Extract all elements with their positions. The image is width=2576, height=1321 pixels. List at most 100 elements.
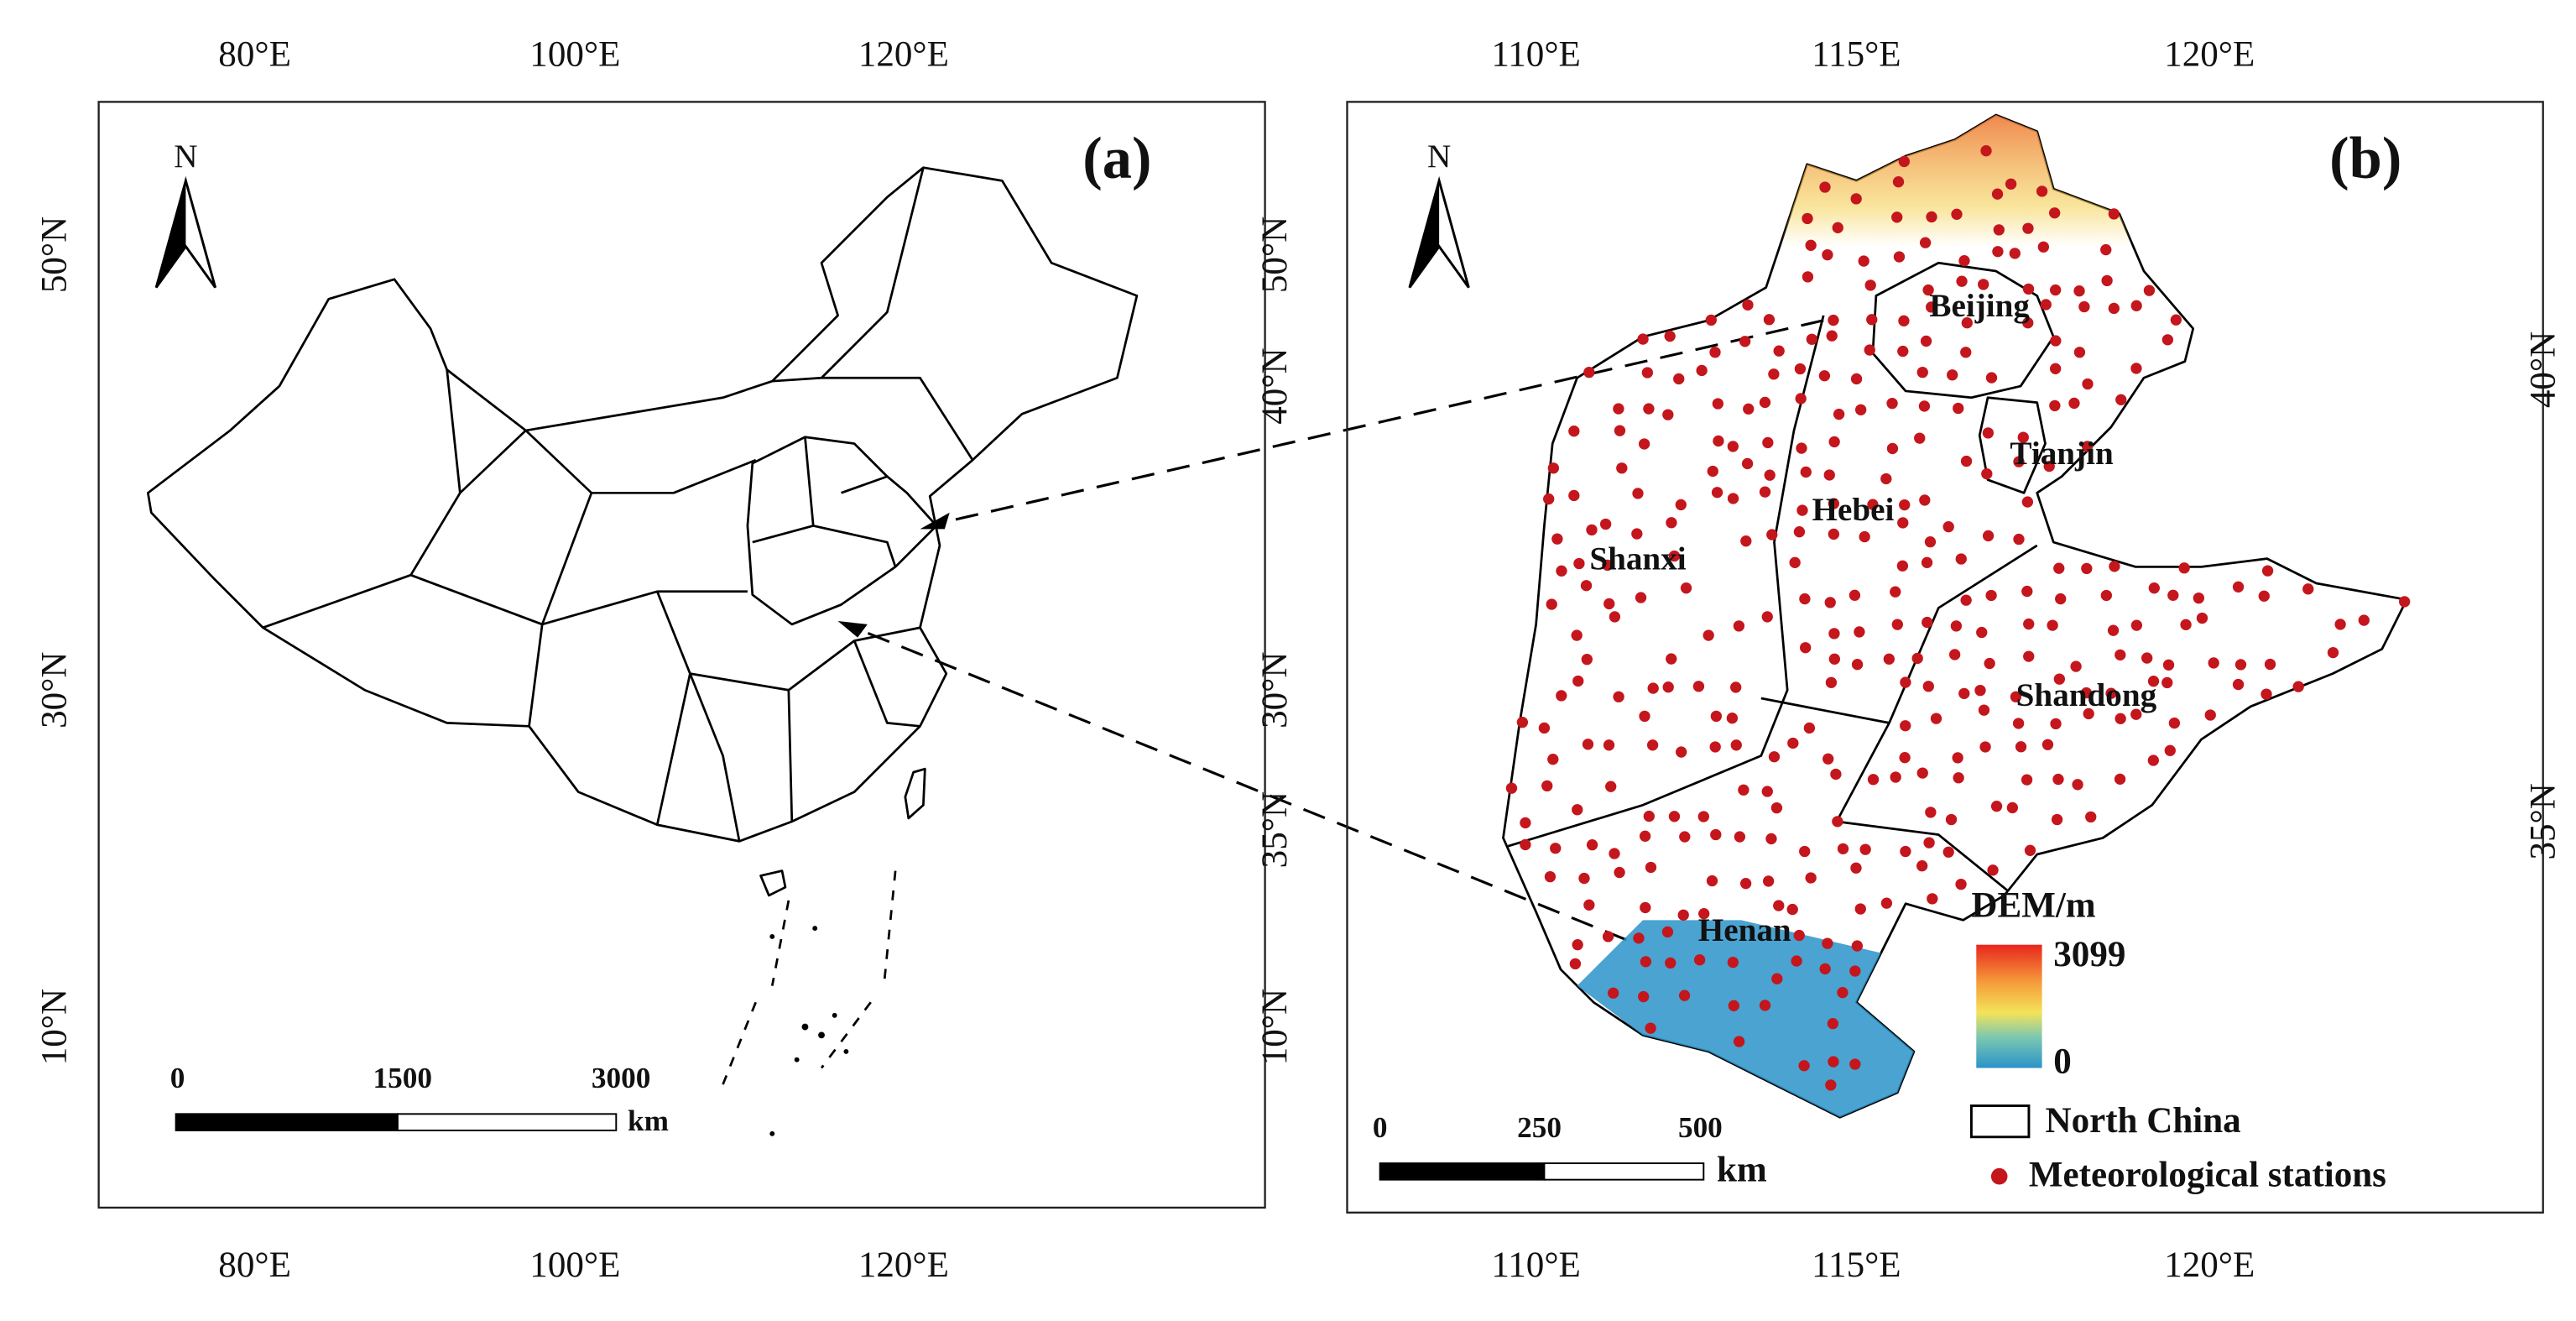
station: [1692, 681, 1705, 692]
station: [2022, 222, 2034, 234]
scale-unit: km: [1717, 1151, 1767, 1190]
taiwan: [904, 767, 926, 820]
station: [1599, 518, 1612, 530]
station: [2170, 314, 2182, 326]
station: [1990, 800, 2003, 812]
station: [1679, 831, 1691, 843]
region-label: Beijing: [1929, 288, 2030, 324]
station: [1899, 752, 1911, 764]
station: [1851, 659, 1864, 671]
station: [1727, 956, 1739, 969]
station: [2023, 618, 2035, 630]
station: [1822, 753, 1834, 765]
station: [2264, 658, 2276, 671]
station: [1759, 486, 1771, 498]
station: [2081, 441, 2094, 452]
station: [1571, 629, 1583, 641]
x-tick-label: 110°E: [1491, 1245, 1580, 1285]
station: [1922, 284, 1934, 296]
station: [1645, 1022, 1656, 1034]
station: [2049, 399, 2061, 412]
station: [1662, 409, 1674, 420]
province-lines: [262, 167, 974, 842]
station: [1911, 652, 1923, 665]
station: [1942, 520, 1954, 533]
station: [1631, 528, 1643, 540]
panel-b-frame: [1346, 101, 2544, 1214]
station: [1837, 986, 1849, 999]
station: [1819, 181, 1831, 193]
station: [1880, 897, 1893, 909]
station: [1925, 807, 1937, 818]
station: [1572, 675, 1584, 687]
station: [1850, 373, 1863, 385]
color-bar: [1976, 944, 2042, 1068]
station: [2081, 562, 2093, 575]
station: [1961, 317, 1973, 329]
station: [1918, 400, 1931, 412]
station: [1573, 557, 1585, 570]
station: [1978, 704, 1990, 716]
station: [1800, 642, 1812, 654]
y-tick-label: 10°N: [35, 989, 75, 1065]
station: [2130, 708, 2142, 720]
station: [1828, 498, 1840, 509]
scale-label: 1500: [373, 1062, 432, 1094]
dem-plain: [1577, 920, 1914, 1118]
station: [1614, 425, 1626, 436]
station: [1603, 739, 1615, 751]
station: [2208, 657, 2219, 669]
station: [1538, 722, 1551, 734]
north-china-highlight: [746, 436, 938, 626]
station: [1818, 370, 1831, 382]
x-tick-label: 120°E: [858, 34, 949, 74]
station: [1922, 616, 1933, 629]
station: [1849, 965, 1861, 977]
station: [1698, 908, 1710, 920]
station: [2053, 562, 2065, 574]
station: [1864, 344, 1875, 356]
station: [2055, 593, 2067, 605]
region-label: Shandong: [2016, 677, 2157, 713]
station: [1742, 299, 1754, 311]
station: [2261, 688, 2272, 700]
station: [1960, 594, 1972, 606]
station: [1743, 403, 1755, 415]
station: [1793, 526, 1806, 538]
station: [2021, 585, 2033, 598]
station: [2072, 779, 2083, 791]
station: [2130, 619, 2143, 631]
station: [1800, 466, 1812, 478]
station: [1703, 629, 1714, 641]
station: [1955, 878, 1967, 890]
station: [2141, 652, 2153, 664]
north-arrow: [1409, 180, 1440, 288]
station: [1762, 436, 1774, 449]
station: [1945, 813, 1958, 826]
station: [1890, 771, 1901, 783]
station: [1858, 255, 1869, 267]
station: [1581, 653, 1593, 666]
beijing-boundary: [1871, 261, 2055, 399]
panel-label: (a): [1082, 126, 1151, 191]
station: [1759, 396, 1771, 409]
station: [1765, 833, 1777, 845]
station: [2037, 241, 2050, 253]
station: [1616, 462, 1628, 474]
station: [1950, 620, 1963, 632]
station: [1898, 155, 1910, 168]
station: [1728, 1000, 1739, 1011]
north-label: N: [174, 138, 197, 175]
station: [2024, 844, 2036, 856]
station: [1640, 956, 1652, 968]
station: [1726, 713, 1739, 724]
region-label: Tianjin: [2010, 436, 2114, 472]
north-china-map: [1502, 113, 2408, 1119]
station: [2070, 660, 2082, 672]
station: [1709, 741, 1721, 753]
station: [1789, 556, 1801, 568]
station: [2180, 619, 2192, 630]
station: [2085, 811, 2097, 823]
station: [1825, 1079, 1837, 1091]
station: [1568, 489, 1580, 502]
